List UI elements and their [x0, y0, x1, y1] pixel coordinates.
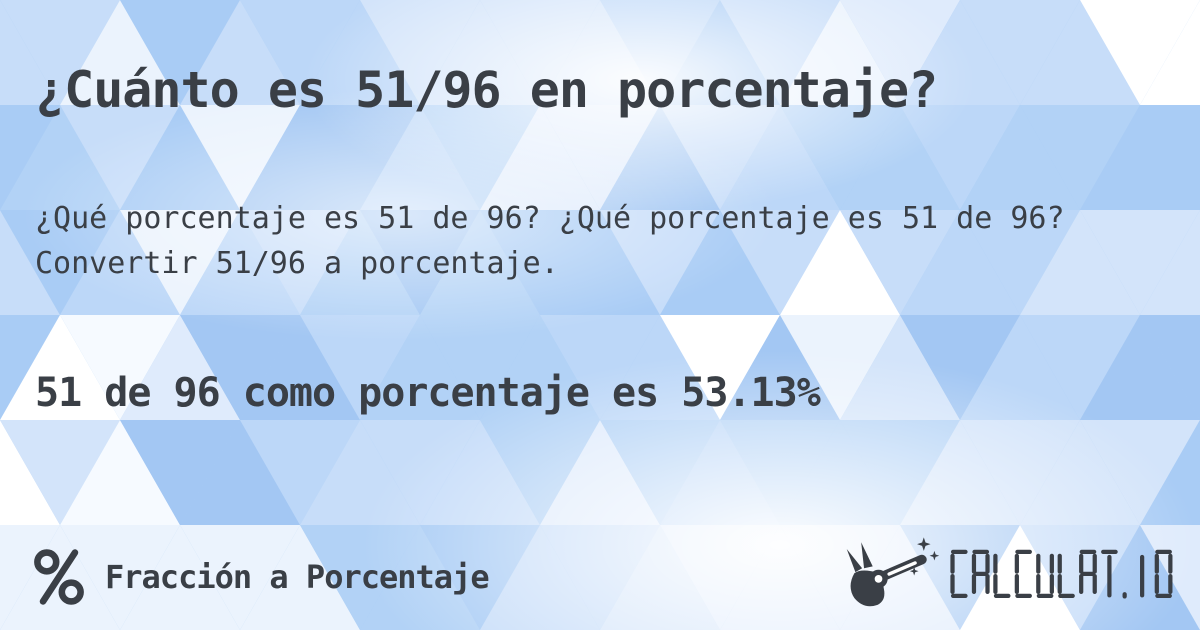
page-title: ¿Cuánto es 51/96 en porcentaje? [35, 60, 938, 119]
category-label: Fracción a Porcentaje [105, 558, 490, 596]
brand-logo-text [948, 549, 1176, 601]
percent-icon [30, 546, 88, 608]
category-badge: Fracción a Porcentaje [30, 546, 490, 608]
sparkle-icon [909, 537, 940, 576]
brand-logo [839, 536, 1176, 614]
description-text: ¿Qué porcentaje es 51 de 96? ¿Qué porcen… [35, 201, 1065, 281]
answer-text: 51 de 96 como porcentaje es 53.13% [35, 370, 821, 417]
magic-wand-hand-icon [839, 536, 945, 614]
